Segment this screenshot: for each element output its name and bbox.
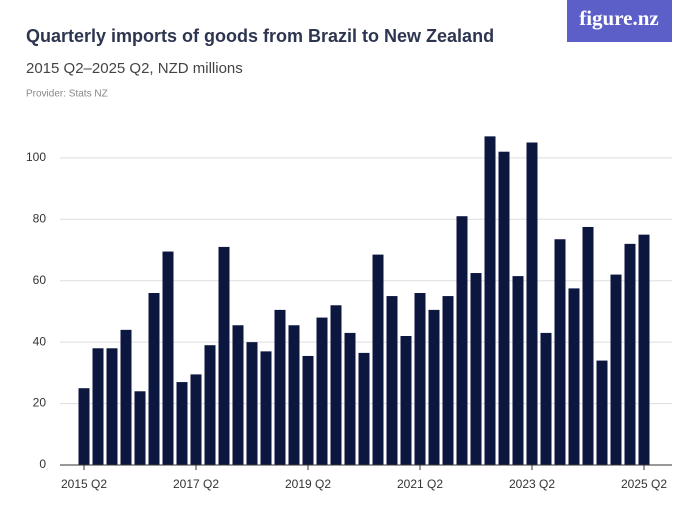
bar bbox=[400, 336, 412, 465]
bar bbox=[484, 136, 496, 465]
bar bbox=[218, 246, 230, 465]
bar bbox=[526, 142, 538, 465]
bar bbox=[162, 251, 174, 465]
bar bbox=[596, 360, 608, 465]
x-tick-label: 2023 Q2 bbox=[509, 477, 555, 491]
y-tick-label: 40 bbox=[33, 334, 47, 348]
bar bbox=[92, 348, 104, 465]
bar bbox=[372, 254, 384, 465]
x-tick-label: 2017 Q2 bbox=[173, 477, 219, 491]
bar bbox=[540, 332, 552, 465]
bar bbox=[176, 382, 188, 465]
chart-subtitle: 2015 Q2–2025 Q2, NZD millions bbox=[26, 60, 243, 77]
bar bbox=[610, 274, 622, 465]
bar bbox=[442, 296, 454, 465]
bar bbox=[582, 226, 594, 465]
bar bbox=[554, 239, 566, 465]
x-tick-label: 2019 Q2 bbox=[285, 477, 331, 491]
chart-title: Quarterly imports of goods from Brazil t… bbox=[26, 26, 494, 46]
bar bbox=[274, 309, 286, 465]
logo-box bbox=[567, 0, 672, 42]
bar bbox=[512, 276, 524, 465]
bar bbox=[134, 391, 146, 465]
provider: Provider: Stats NZ bbox=[26, 89, 108, 100]
y-tick-label: 60 bbox=[33, 273, 47, 287]
x-tick-label: 2025 Q2 bbox=[621, 477, 667, 491]
logo: figure.nz bbox=[579, 6, 659, 30]
bar bbox=[624, 243, 636, 465]
y-tick-label: 0 bbox=[39, 457, 46, 471]
bar bbox=[288, 325, 300, 465]
bar bbox=[358, 352, 370, 465]
bar bbox=[414, 293, 426, 465]
x-tick-label: 2015 Q2 bbox=[61, 477, 107, 491]
bar bbox=[190, 374, 202, 465]
bar bbox=[498, 151, 510, 465]
bar bbox=[106, 348, 118, 465]
bar bbox=[386, 296, 398, 465]
bar bbox=[470, 273, 482, 465]
bar bbox=[344, 332, 356, 465]
y-tick-label: 20 bbox=[33, 396, 47, 410]
bar bbox=[204, 345, 216, 465]
bar bbox=[456, 216, 468, 465]
bar bbox=[316, 317, 328, 465]
bar bbox=[568, 288, 580, 465]
y-tick-label: 80 bbox=[33, 211, 47, 225]
bar bbox=[302, 355, 314, 465]
bar bbox=[246, 342, 258, 465]
bar bbox=[638, 234, 650, 465]
y-tick-label: 100 bbox=[26, 150, 46, 164]
bar bbox=[148, 293, 160, 465]
bar bbox=[78, 388, 90, 465]
bar bbox=[330, 305, 342, 465]
bar bbox=[232, 325, 244, 465]
bar bbox=[120, 329, 132, 465]
bar bbox=[260, 351, 272, 465]
x-tick-label: 2021 Q2 bbox=[397, 477, 443, 491]
bar bbox=[428, 309, 440, 465]
